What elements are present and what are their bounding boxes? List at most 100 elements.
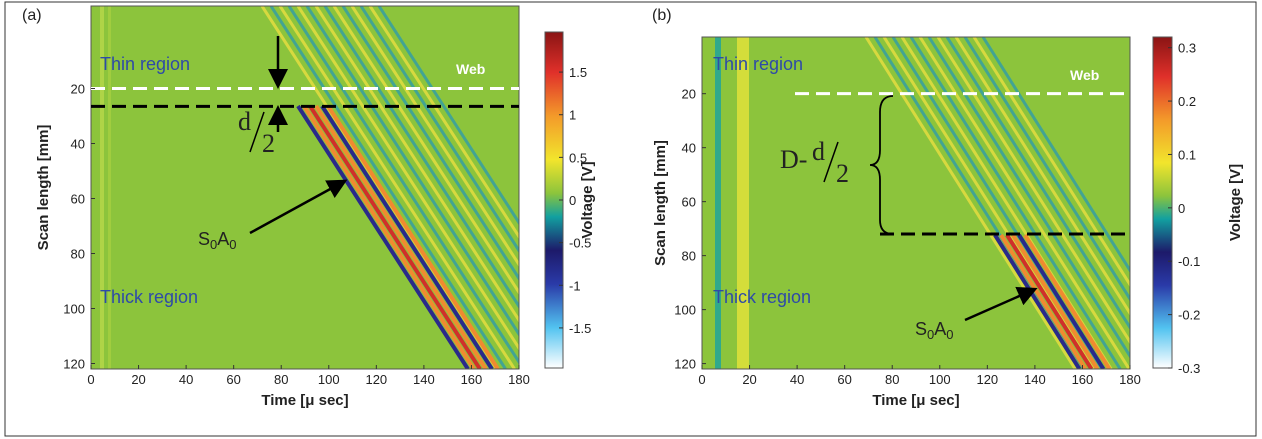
- colorbar-tick-label: -1.5: [569, 321, 591, 336]
- colorbar-label: Voltage [V]: [1227, 164, 1244, 241]
- wave-stripe: [963, 37, 1130, 302]
- wave-stripe: [305, 6, 519, 337]
- region-label: Thin region: [100, 54, 190, 74]
- mode-band: [1011, 233, 1100, 369]
- colorbar-tick-label: 1: [569, 108, 576, 123]
- frame: [4, 1, 1257, 437]
- colorbar-tick-label: -0.1: [1178, 254, 1200, 269]
- x-tick-label: 80: [885, 372, 899, 387]
- colorbar-tick-label: -0.3: [1178, 361, 1200, 376]
- colorbar-tick-label: 0: [569, 193, 576, 208]
- mode-band: [296, 104, 470, 369]
- wave-stripe: [341, 6, 519, 282]
- x-axis-label: Time [μ sec]: [261, 392, 348, 409]
- x-tick-label: 20: [131, 372, 145, 387]
- x-tick-label: 120: [365, 372, 387, 387]
- colorbar-tick-label: 1.5: [569, 65, 587, 80]
- mode-band: [308, 104, 482, 369]
- mode-band: [999, 233, 1088, 369]
- wave-stripe: [296, 6, 519, 351]
- x-axis-label: Time [μ sec]: [872, 392, 959, 409]
- fraction-slash: [249, 111, 265, 153]
- wave-stripe: [108, 6, 111, 369]
- brace: [869, 95, 894, 235]
- x-tick-label: 140: [1024, 372, 1046, 387]
- y-tick-label: 80: [71, 247, 85, 262]
- y-tick-label: 80: [682, 249, 696, 264]
- x-tick-label: 120: [976, 372, 998, 387]
- mode-band: [320, 104, 494, 369]
- panel-label: (b): [652, 7, 672, 24]
- colorbar-label: Voltage [V]: [579, 161, 596, 238]
- y-axis-label: Scan length [mm]: [652, 140, 669, 266]
- fraction-slash: [823, 141, 839, 183]
- web-label: Web: [456, 61, 485, 77]
- wave-stripe: [737, 37, 749, 369]
- plot-border: [90, 5, 520, 370]
- x-tick-label: 0: [87, 372, 94, 387]
- y-tick-label: 120: [674, 357, 696, 372]
- mode-label-part: 0: [229, 237, 236, 252]
- thickness-denominator: 2: [836, 159, 849, 188]
- y-axis-label: Scan length [mm]: [35, 125, 52, 251]
- x-tick-label: 100: [929, 372, 951, 387]
- x-tick-label: 40: [179, 372, 193, 387]
- x-tick-label: 40: [790, 372, 804, 387]
- y-tick-label: 40: [682, 141, 696, 156]
- colorbar-tick-label: 0.5: [569, 150, 587, 165]
- thickness-numerator: d: [812, 137, 825, 166]
- mode-band: [314, 104, 488, 369]
- wave-stripe: [287, 6, 519, 365]
- mode-label-part: A: [217, 229, 229, 249]
- colorbar-tick-label: 0: [1178, 201, 1185, 216]
- thickness-prefix: D-: [780, 145, 807, 174]
- mode-band: [1005, 233, 1094, 369]
- web-label: Web: [1070, 67, 1099, 83]
- wave-stripe: [368, 6, 519, 240]
- region-label: Thick region: [100, 287, 198, 307]
- colorbar-tick-label: 0.1: [1178, 147, 1196, 162]
- x-tick-label: 180: [1119, 372, 1141, 387]
- y-tick-label: 100: [63, 302, 85, 317]
- y-tick-label: 60: [682, 195, 696, 210]
- wave-field: [100, 6, 519, 369]
- wave-stripe: [945, 37, 1130, 331]
- wave-stripe: [377, 6, 519, 226]
- region-label: Thick region: [713, 287, 811, 307]
- plot-border: [701, 36, 1131, 370]
- x-tick-label: 100: [318, 372, 340, 387]
- wave-stripe: [350, 6, 519, 268]
- wave-stripe: [715, 37, 721, 369]
- colorbar-tick-label: 0.3: [1178, 41, 1196, 56]
- x-tick-label: 180: [508, 372, 530, 387]
- x-tick-label: 140: [413, 372, 435, 387]
- x-tick-label: 160: [461, 372, 483, 387]
- y-tick-label: 120: [63, 357, 85, 372]
- arrow: [249, 179, 348, 235]
- mode-band: [302, 104, 476, 369]
- y-tick-label: 20: [71, 82, 85, 97]
- wave-stripe: [323, 6, 519, 310]
- wave-stripe: [314, 6, 519, 324]
- wave-stripe: [100, 6, 104, 369]
- x-tick-label: 60: [837, 372, 851, 387]
- x-tick-label: 20: [742, 372, 756, 387]
- mode-band: [1023, 233, 1112, 369]
- region-label: Thin region: [713, 54, 803, 74]
- colorbar-tick-label: -0.2: [1178, 308, 1200, 323]
- mode-label-part: S: [198, 229, 210, 249]
- x-tick-label: 80: [274, 372, 288, 387]
- wave-stripe: [278, 6, 516, 369]
- thickness-numerator: d: [238, 107, 251, 136]
- y-tick-label: 40: [71, 137, 85, 152]
- mode-label: S0A0: [198, 229, 237, 252]
- mode-band: [326, 104, 500, 369]
- colorbar-tick-label: -1: [569, 278, 581, 293]
- mode-label-part: 0: [927, 327, 934, 342]
- mode-label: S0A0: [915, 319, 954, 342]
- x-tick-label: 160: [1072, 372, 1094, 387]
- thickness-denominator: 2: [262, 129, 275, 158]
- mode-label-part: A: [934, 319, 946, 339]
- colorbar: [1152, 36, 1173, 369]
